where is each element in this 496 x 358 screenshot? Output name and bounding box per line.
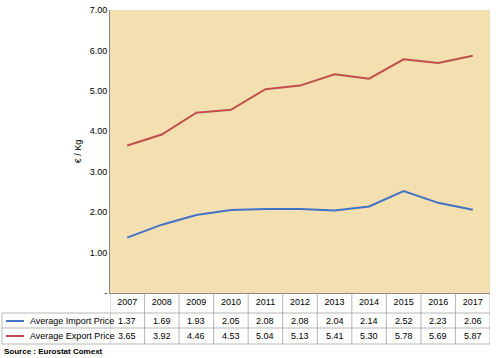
svg-text:5.78: 5.78 [395, 331, 413, 341]
svg-text:6.00: 6.00 [90, 46, 108, 56]
svg-text:5.00: 5.00 [90, 86, 108, 96]
svg-text:Average Export Price: Average Export Price [30, 331, 115, 341]
svg-text:2.00: 2.00 [90, 207, 108, 217]
svg-text:2011: 2011 [256, 297, 275, 307]
svg-text:2.04: 2.04 [326, 316, 344, 326]
svg-text:5.13: 5.13 [291, 331, 309, 341]
svg-text:2.06: 2.06 [464, 316, 482, 326]
svg-text:2016: 2016 [428, 297, 448, 307]
svg-text:2.08: 2.08 [256, 316, 274, 326]
svg-text:5.41: 5.41 [326, 331, 344, 341]
svg-text:4.53: 4.53 [222, 331, 240, 341]
svg-text:Average Import Price: Average Import Price [30, 316, 114, 326]
svg-text:1.69: 1.69 [153, 316, 171, 326]
svg-text:€ / Kg: € / Kg [73, 140, 83, 164]
svg-text:2.23: 2.23 [429, 316, 447, 326]
svg-text:5.87: 5.87 [464, 331, 482, 341]
svg-text:2012: 2012 [290, 297, 310, 307]
svg-text:3.92: 3.92 [153, 331, 171, 341]
svg-text:5.69: 5.69 [429, 331, 447, 341]
svg-text:2017: 2017 [463, 297, 483, 307]
svg-text:2014: 2014 [359, 297, 379, 307]
svg-text:2015: 2015 [394, 297, 414, 307]
svg-text:5.04: 5.04 [256, 331, 274, 341]
svg-text:1.37: 1.37 [118, 316, 136, 326]
svg-text:1.00: 1.00 [90, 248, 108, 258]
svg-text:2.14: 2.14 [360, 316, 378, 326]
svg-text:1.93: 1.93 [187, 316, 205, 326]
svg-text:2.52: 2.52 [395, 316, 413, 326]
svg-text:5.30: 5.30 [360, 331, 378, 341]
svg-text:2.05: 2.05 [222, 316, 240, 326]
svg-text:4.00: 4.00 [90, 126, 108, 136]
svg-text:2009: 2009 [186, 297, 206, 307]
svg-text:3.00: 3.00 [90, 167, 108, 177]
svg-text:2013: 2013 [325, 297, 345, 307]
svg-text:2008: 2008 [152, 297, 172, 307]
svg-text:3.65: 3.65 [118, 331, 136, 341]
svg-text:2010: 2010 [221, 297, 241, 307]
svg-text:Source : Eurostat Comext: Source : Eurostat Comext [4, 347, 103, 356]
svg-text:4.46: 4.46 [187, 331, 205, 341]
svg-text:2007: 2007 [117, 297, 137, 307]
svg-text:7.00: 7.00 [90, 5, 108, 15]
svg-text:2.08: 2.08 [291, 316, 309, 326]
svg-text:-: - [104, 288, 107, 298]
